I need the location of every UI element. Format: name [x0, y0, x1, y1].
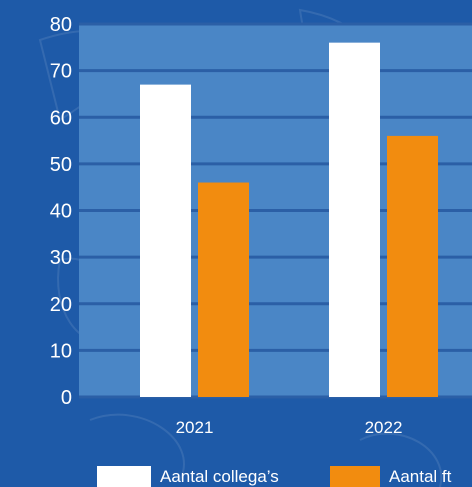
- bars: [140, 42, 438, 398]
- y-tick-label: 30: [50, 247, 72, 269]
- x-tick-label: 2022: [365, 418, 403, 437]
- y-tick-label: 60: [50, 107, 72, 129]
- y-tick-label: 40: [50, 201, 72, 223]
- y-axis-ticks: 0 10 20 30 40 50 60 70 80: [50, 14, 72, 409]
- bar-2022-collegas: [329, 42, 380, 398]
- x-axis-ticks: 2021 2022: [176, 418, 403, 437]
- bar-2021-collegas: [140, 84, 191, 398]
- legend: Aantal collega’s Aantal ft: [97, 466, 452, 487]
- legend-label: Aantal collega’s: [160, 467, 279, 486]
- legend-label: Aantal ft: [389, 467, 452, 486]
- y-tick-label: 80: [50, 14, 72, 36]
- y-tick-label: 50: [50, 154, 72, 176]
- legend-swatch: [97, 466, 151, 487]
- y-tick-label: 20: [50, 294, 72, 316]
- bar-2021-ft: [198, 182, 249, 397]
- x-tick-label: 2021: [176, 418, 214, 437]
- y-tick-label: 0: [61, 387, 72, 409]
- bar-2022-ft: [387, 135, 438, 397]
- y-tick-label: 10: [50, 340, 72, 362]
- y-tick-label: 70: [50, 61, 72, 83]
- legend-swatch: [330, 466, 380, 487]
